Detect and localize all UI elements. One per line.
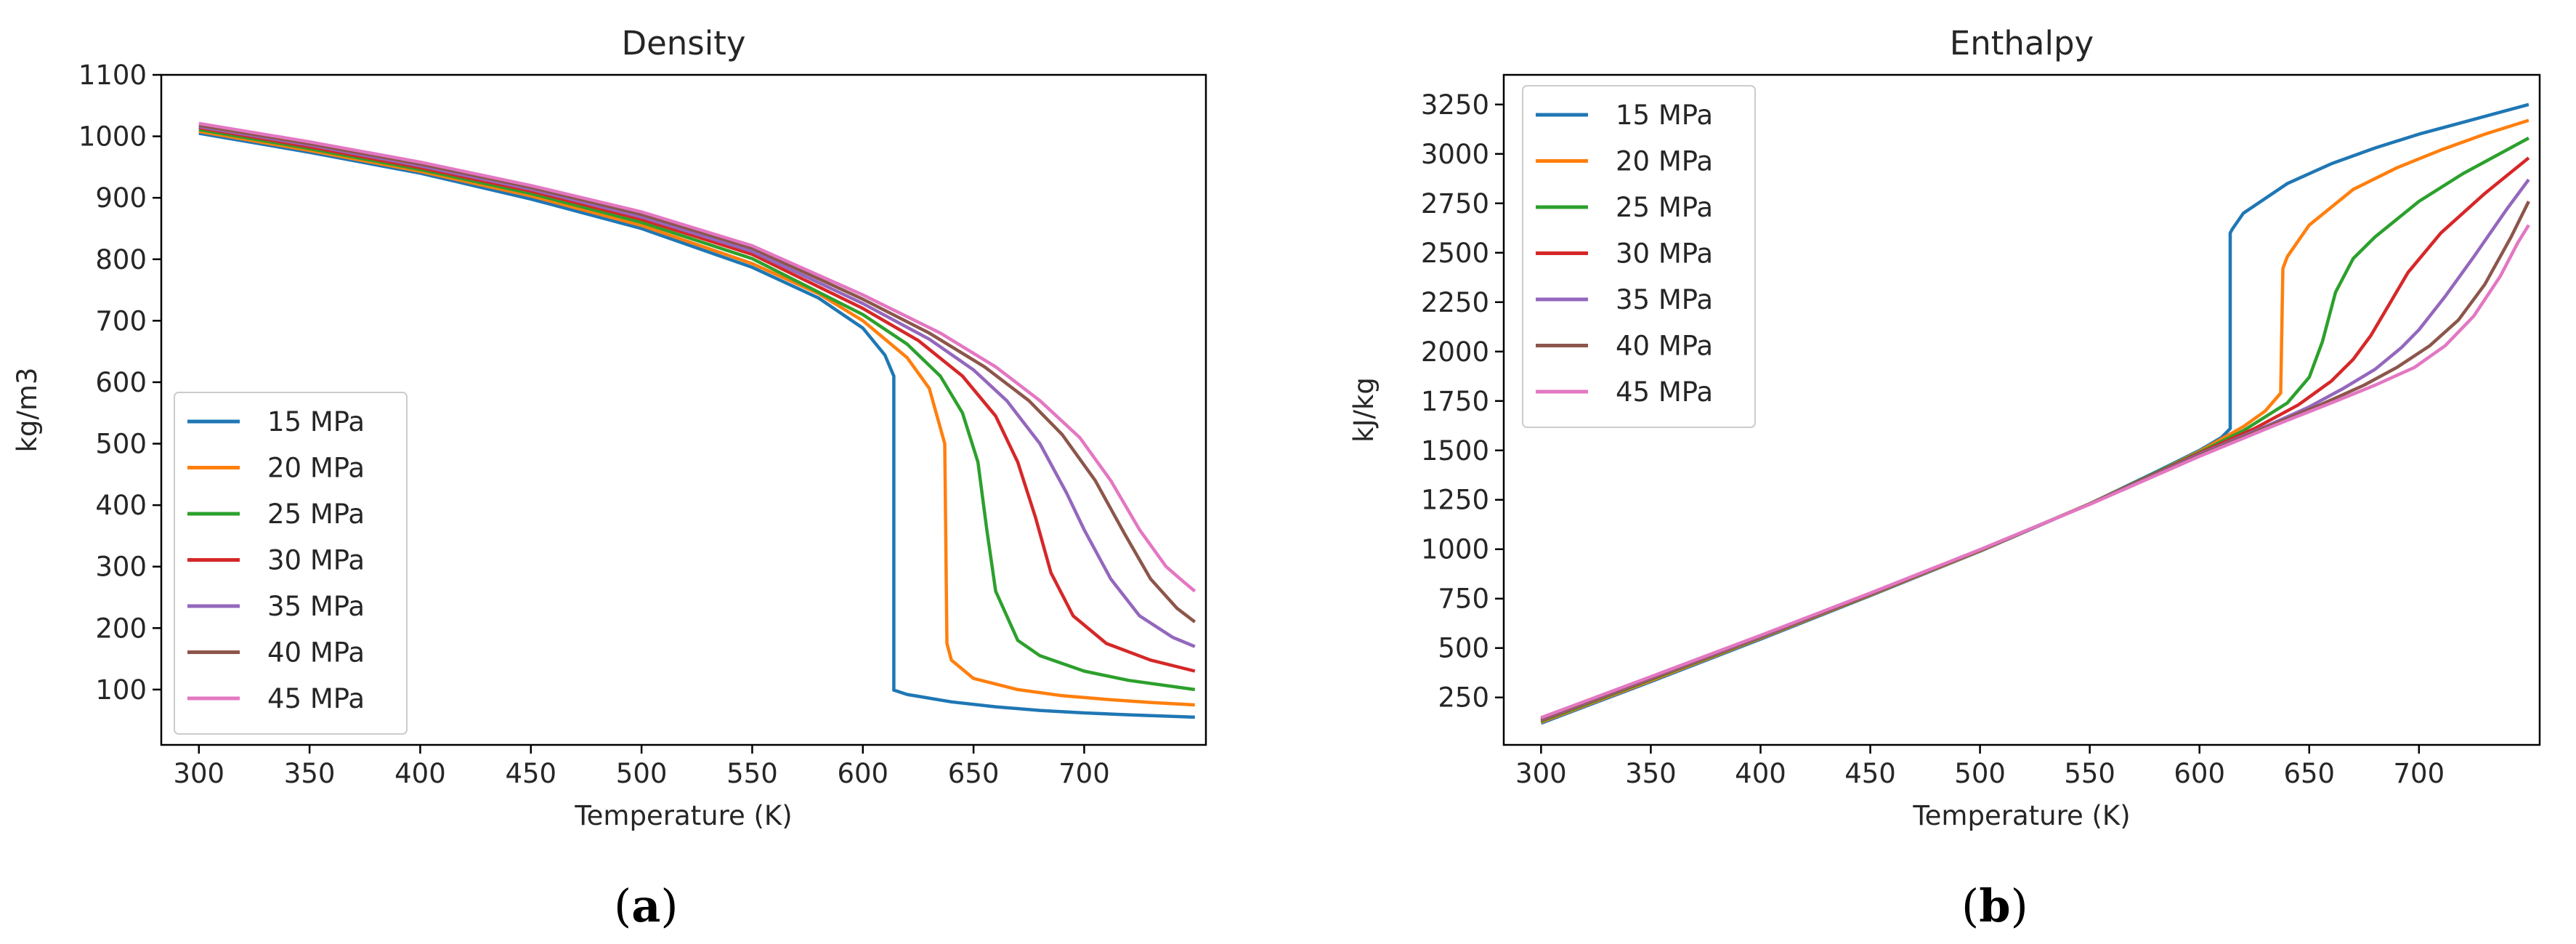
y-tick-label: 2000 (1421, 336, 1489, 368)
plot-area (1540, 102, 2530, 725)
y-tick-label: 2250 (1421, 287, 1489, 318)
caption-letter: a (631, 879, 660, 932)
chart-density: 300 350 400 450 500 550 600 650 700 100 200 300 400 5… (12, 24, 1207, 932)
x-tick-label: 400 (1735, 758, 1786, 789)
legend-label: 30 MPa (267, 545, 365, 576)
series-line-35-mpa (198, 124, 1196, 648)
axes-frame (160, 73, 1207, 746)
series-line-15-mpa (198, 132, 1195, 719)
x-tick-label: 650 (948, 758, 1000, 789)
series-line-25-mpa (198, 128, 1196, 692)
legend-label: 35 MPa (267, 591, 365, 622)
y-axis-label: kg/m3 (12, 368, 43, 453)
legend-label: 25 MPa (1616, 192, 1713, 223)
chart-title: Density (621, 24, 745, 62)
caption-letter: b (1979, 879, 2010, 932)
x-axis-label: Temperature (K) (1912, 800, 2130, 831)
legend-label: 45 MPa (267, 683, 365, 714)
y-tick-label: 400 (95, 490, 147, 521)
x-tick-label: 600 (837, 758, 888, 789)
y-tick-label: 700 (95, 305, 147, 336)
y-tick-label: 200 (95, 613, 147, 644)
caption-open-paren: ( (1961, 879, 1979, 932)
caption-close-paren: ) (2011, 879, 2028, 932)
x-tick-label: 650 (2283, 758, 2335, 789)
y-tick-label: 500 (1438, 633, 1489, 664)
y-tick-label: 250 (1438, 682, 1489, 714)
y-tick-label: 100 (95, 674, 147, 706)
x-tick-label: 400 (394, 758, 446, 789)
axes-frame (1502, 73, 2541, 746)
legend-label: 15 MPa (1616, 100, 1713, 131)
x-tick-label: 350 (1625, 758, 1677, 789)
series-line-45-mpa (1540, 224, 2530, 719)
legend-label: 40 MPa (267, 637, 365, 669)
y-tick-label: 900 (95, 182, 147, 214)
x-tick-label: 550 (726, 758, 778, 789)
y-tick-label: 3000 (1421, 139, 1489, 170)
legend: 15 MPa 20 MPa 25 MPa 30 MPa 35 MPa 40 MPa 45 M… (174, 392, 408, 735)
chart-title: Enthalpy (1950, 24, 2094, 62)
legend-frame (1522, 85, 1756, 428)
y-tick-label: 500 (95, 429, 147, 460)
x-tick-label: 350 (284, 758, 336, 789)
y-tick-label: 1000 (1421, 534, 1489, 565)
y-tick-label: 1250 (1421, 485, 1489, 516)
plot-area (198, 121, 1196, 719)
x-tick-label: 500 (1954, 758, 2006, 789)
x-tick-label: 700 (2394, 758, 2445, 789)
y-tick-label: 750 (1438, 584, 1489, 615)
y-tick-label: 1100 (78, 60, 147, 91)
series-line-20-mpa (198, 129, 1195, 707)
y-axis-label: kJ/kg (1348, 377, 1380, 443)
caption-open-paren: ( (614, 879, 631, 932)
x-tick-label: 450 (505, 758, 556, 789)
legend: 15 MPa 20 MPa 25 MPa 30 MPa 35 MPa 40 MPa 45 M… (1522, 85, 1756, 428)
y-tick-label: 1500 (1421, 435, 1489, 467)
chart-enthalpy: 300 350 400 450 500 550 600 650 700 250 500 750 1000… (1348, 24, 2541, 932)
legend-label: 20 MPa (1616, 146, 1713, 177)
legend-label: 35 MPa (1616, 284, 1713, 315)
legend-label: 40 MPa (1616, 331, 1713, 362)
series-line-40-mpa (198, 124, 1196, 624)
y-tick-label: 2500 (1421, 238, 1489, 269)
x-tick-label: 450 (1844, 758, 1896, 789)
x-tick-label: 300 (173, 758, 224, 789)
x-axis-label: Temperature (K) (574, 800, 792, 831)
series-line-30-mpa (198, 126, 1196, 673)
series-line-45-mpa (198, 121, 1196, 593)
x-tick-label: 700 (1058, 758, 1110, 789)
y-tick-label: 1750 (1421, 386, 1489, 417)
y-tick-label: 800 (95, 244, 147, 275)
y-tick-label: 3250 (1421, 89, 1489, 121)
legend-label: 25 MPa (267, 499, 365, 530)
x-tick-label: 300 (1515, 758, 1567, 789)
caption-close-paren: ) (660, 879, 678, 932)
legend-label: 15 MPa (267, 406, 365, 437)
y-tick-label: 1000 (78, 121, 147, 153)
y-tick-label: 600 (95, 367, 147, 398)
legend-label: 30 MPa (1616, 238, 1713, 270)
legend-label: 20 MPa (267, 453, 365, 484)
x-tick-label: 500 (616, 758, 668, 789)
y-tick-label: 2750 (1421, 188, 1489, 219)
x-tick-label: 550 (2064, 758, 2115, 789)
y-tick-label: 300 (95, 552, 147, 583)
legend-frame (174, 392, 408, 735)
x-tick-label: 600 (2174, 758, 2225, 789)
legend-label: 45 MPa (1616, 376, 1713, 408)
figure-caption: (a) (614, 879, 679, 932)
figure-caption: (b) (1961, 879, 2028, 932)
